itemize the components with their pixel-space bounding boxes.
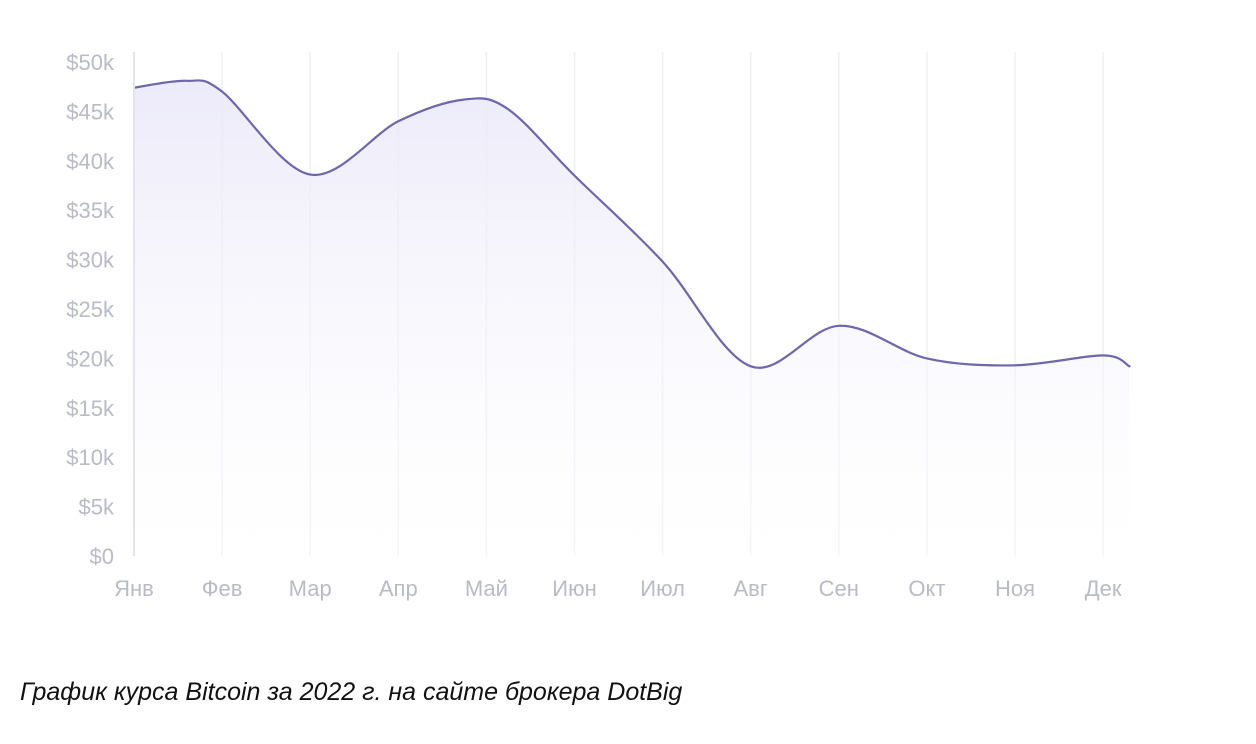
y-tick-label: $40k [66, 149, 115, 174]
y-axis: $0 $5k $10k $15k $20k $25k $30k $35k $40k $45k $50… [66, 50, 135, 569]
x-tick-label: Окт [908, 576, 945, 601]
y-tick-label: $25k [66, 297, 115, 322]
x-tick-label: Авг [734, 576, 768, 601]
chart-caption: График курса Bitcoin за 2022 г. на сайте… [20, 678, 683, 706]
x-tick-label: Май [465, 576, 508, 601]
x-tick-label: Июл [640, 576, 685, 601]
x-tick-label: Ноя [995, 576, 1035, 601]
x-axis: Янв Фев Мар Апр Май Июн Июл Авг Сен Окт Ноя Дек [114, 576, 1122, 601]
y-tick-label: $0 [90, 544, 114, 569]
area-fill [134, 80, 1130, 556]
y-tick-label: $30k [66, 248, 115, 273]
y-tick-label: $5k [79, 495, 115, 520]
x-tick-label: Янв [114, 576, 154, 601]
y-tick-label: $15k [66, 396, 115, 421]
x-tick-label: Июн [552, 576, 596, 601]
x-tick-label: Апр [379, 576, 418, 601]
x-tick-label: Сен [819, 576, 859, 601]
area-layer [132, 79, 1131, 556]
x-tick-label: Фев [202, 576, 243, 601]
y-tick-label: $50k [66, 50, 115, 75]
y-tick-label: $10k [66, 445, 115, 470]
y-tick-label: $20k [66, 346, 115, 371]
y-tick-label: $35k [66, 198, 115, 223]
price-line [132, 79, 1131, 369]
y-tick-label: $45k [66, 99, 115, 124]
x-tick-label: Мар [289, 576, 332, 601]
x-tick-label: Дек [1085, 576, 1122, 601]
bitcoin-price-chart: $0 $5k $10k $15k $20k $25k $30k $35k $40k $45k $50… [66, 50, 1131, 601]
